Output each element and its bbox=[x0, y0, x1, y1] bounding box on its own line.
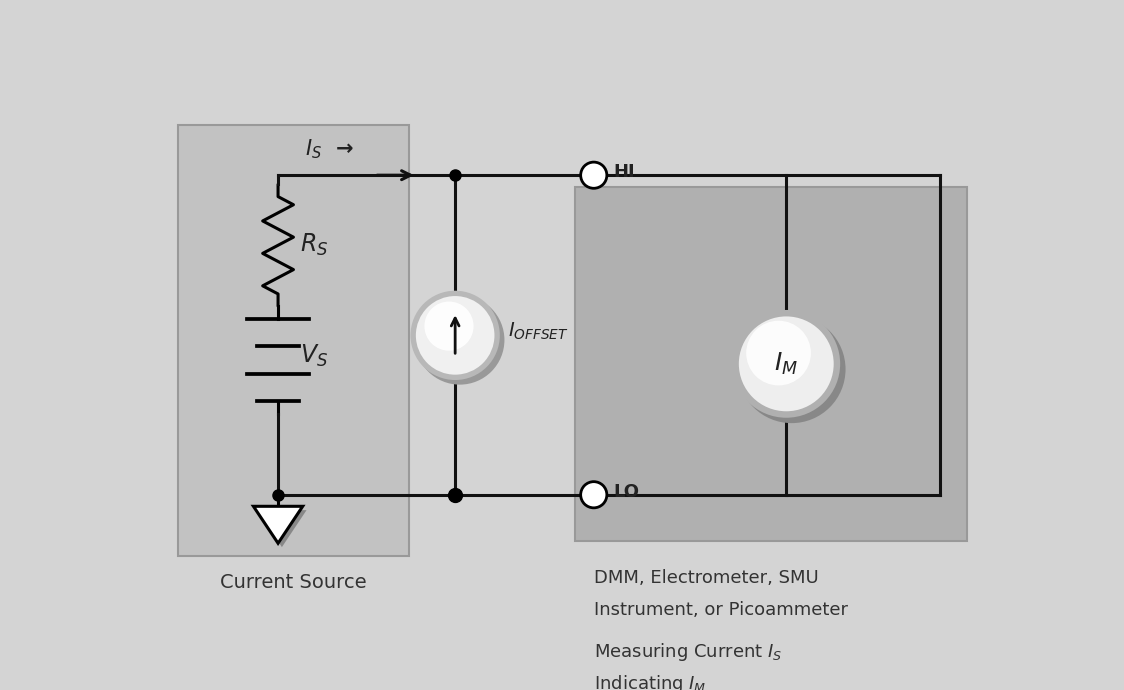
Circle shape bbox=[416, 296, 495, 375]
Circle shape bbox=[581, 162, 607, 188]
FancyBboxPatch shape bbox=[178, 125, 409, 556]
Circle shape bbox=[737, 315, 845, 423]
Text: Current Source: Current Source bbox=[220, 573, 366, 592]
Text: $V_S$: $V_S$ bbox=[300, 343, 328, 369]
Text: $I_M$: $I_M$ bbox=[774, 351, 798, 377]
Text: DMM, Electrometer, SMU: DMM, Electrometer, SMU bbox=[593, 569, 818, 586]
Circle shape bbox=[733, 310, 840, 417]
Text: Indicating $I_M$: Indicating $I_M$ bbox=[593, 673, 706, 690]
Circle shape bbox=[415, 295, 505, 384]
Circle shape bbox=[410, 290, 500, 380]
Text: $I_{OFFSET}$: $I_{OFFSET}$ bbox=[508, 321, 569, 342]
Text: Instrument, or Picoammeter: Instrument, or Picoammeter bbox=[593, 601, 847, 619]
Polygon shape bbox=[253, 506, 302, 543]
Text: $R_S$: $R_S$ bbox=[300, 232, 328, 258]
Text: Measuring Current $I_S$: Measuring Current $I_S$ bbox=[593, 641, 782, 663]
Circle shape bbox=[738, 317, 834, 411]
FancyBboxPatch shape bbox=[574, 187, 968, 541]
Text: HI: HI bbox=[613, 163, 635, 181]
Text: $I_S$  →: $I_S$ → bbox=[305, 138, 354, 161]
Text: LO: LO bbox=[613, 483, 640, 501]
Polygon shape bbox=[257, 510, 307, 547]
Circle shape bbox=[425, 302, 473, 351]
Circle shape bbox=[746, 321, 810, 386]
Circle shape bbox=[581, 482, 607, 508]
